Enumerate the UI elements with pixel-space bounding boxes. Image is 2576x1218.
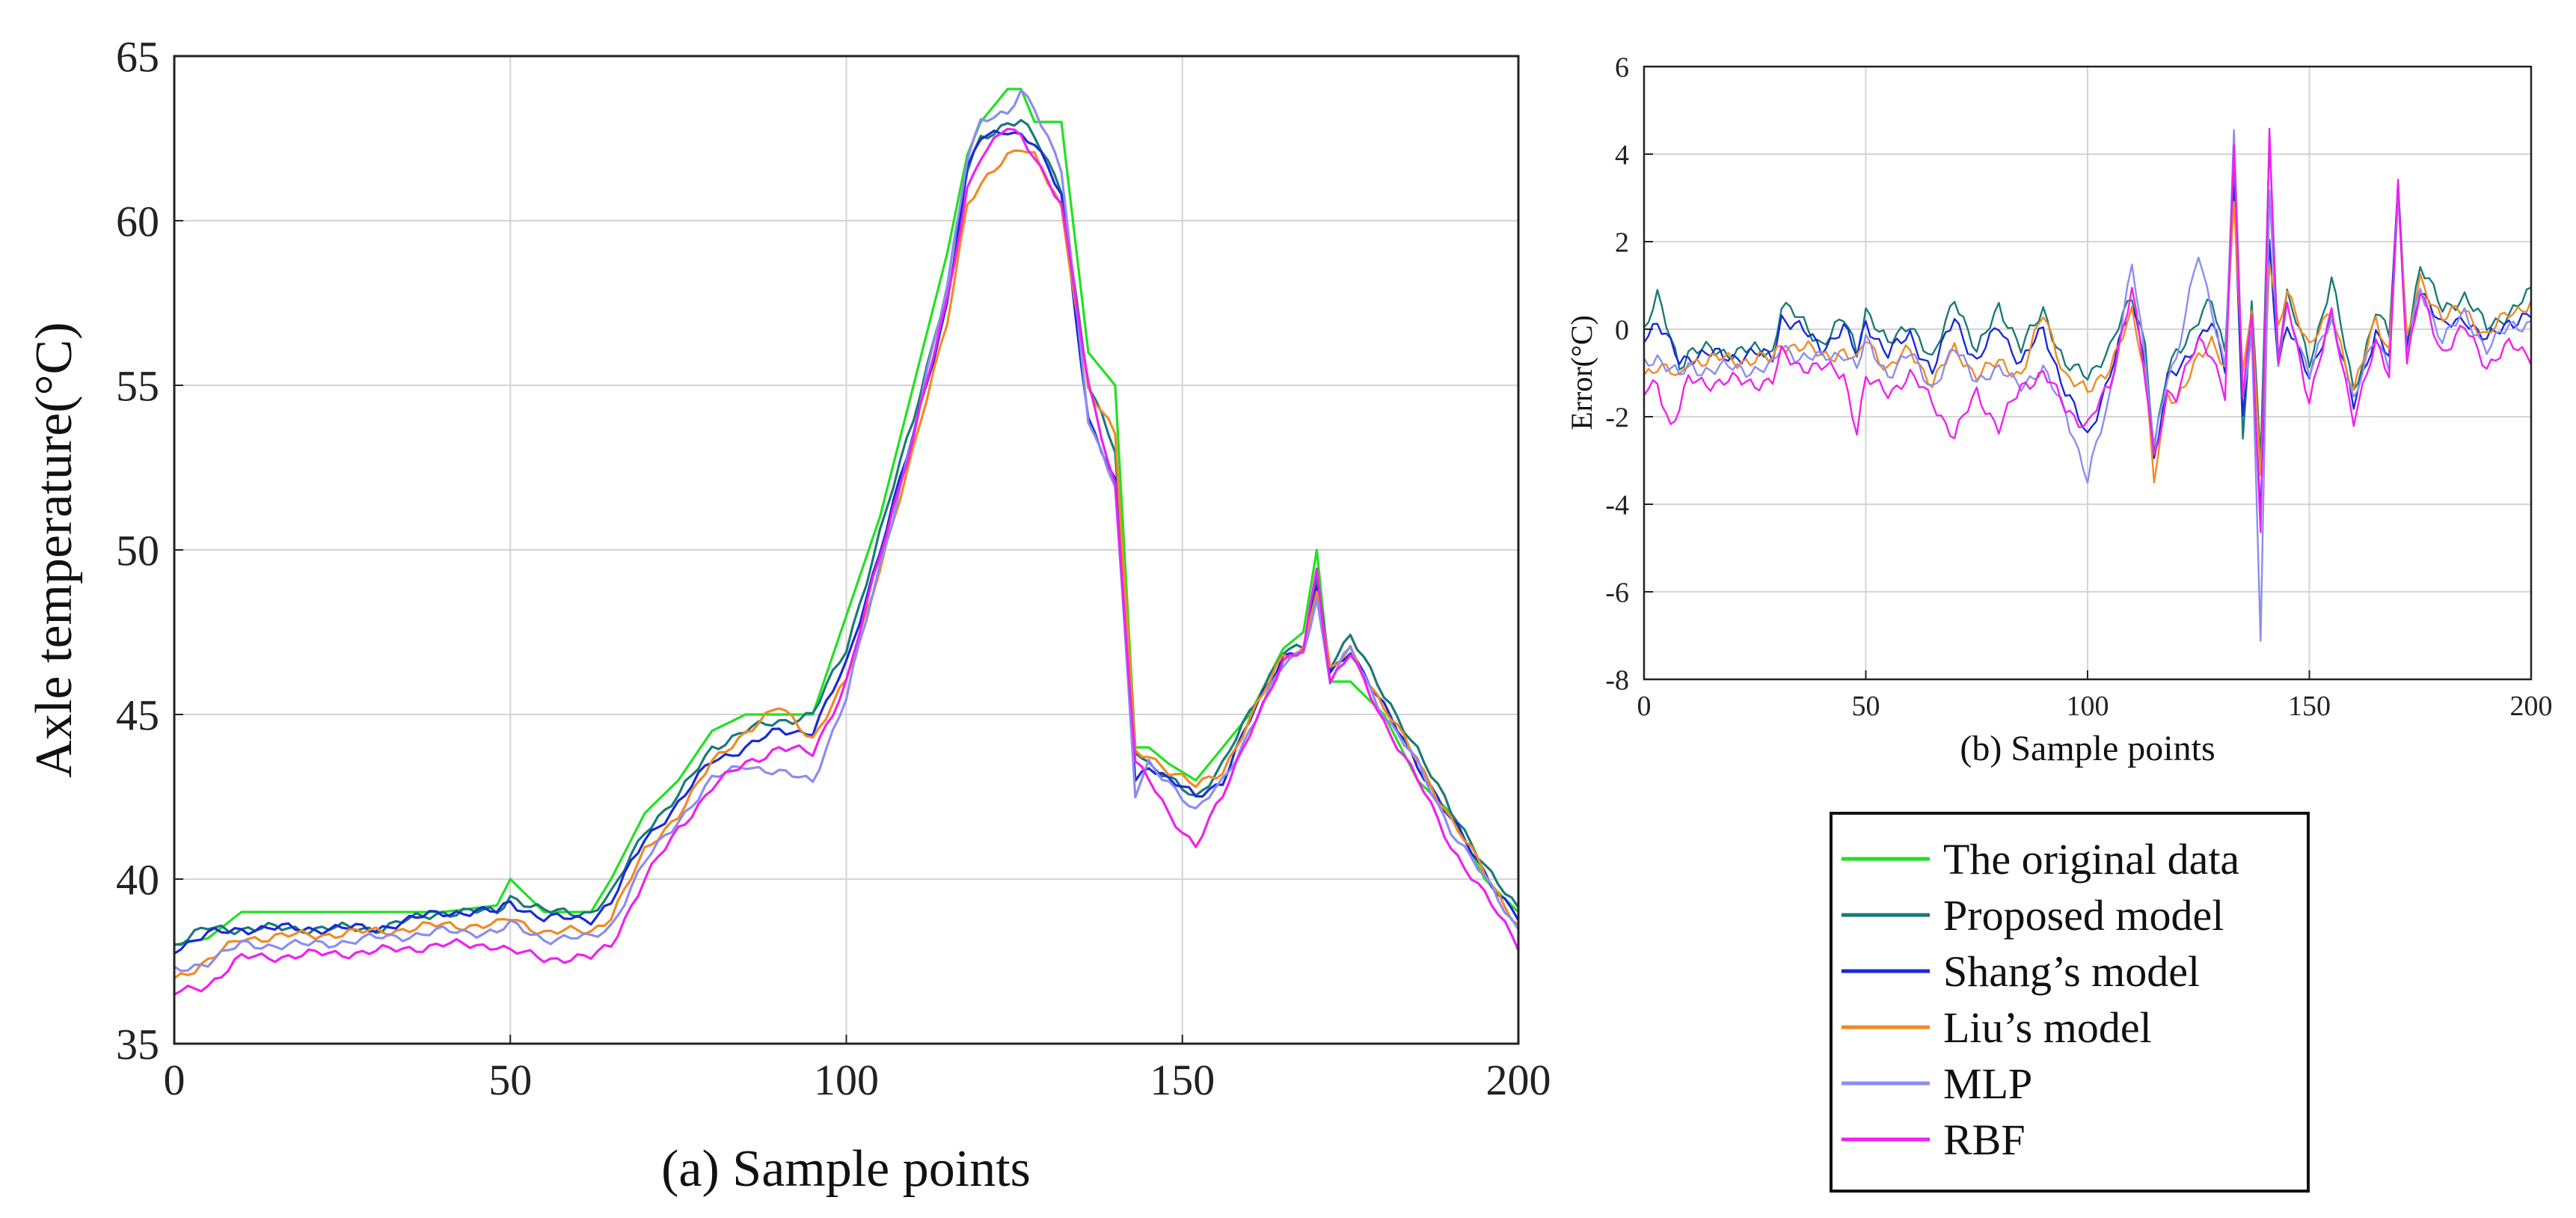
- chart-b-xlabel: (b) Sample points: [1960, 729, 2215, 768]
- legend-label-liu-s-model: Liu’s model: [1943, 1003, 2152, 1052]
- chart-a-xtick-label: 150: [1150, 1056, 1215, 1104]
- chart-a-xtick-label: 100: [814, 1056, 879, 1104]
- chart-b-ytick-label: 2: [1615, 227, 1629, 258]
- chart-b-xtick-label: 50: [1852, 691, 1880, 722]
- chart-b-series-rbf: [1643, 127, 2533, 533]
- chart-b-xtick-label: 100: [2067, 691, 2109, 722]
- legend-label-proposed-model: Proposed model: [1943, 891, 2224, 940]
- chart-a-xlabel: (a) Sample points: [661, 1140, 1031, 1198]
- chart-b-grid: [1644, 67, 2531, 679]
- chart-b-ytick-label: -2: [1605, 402, 1629, 433]
- chart-b-xtick-label: 200: [2510, 691, 2553, 722]
- chart-b-xtick-label: 0: [1637, 691, 1652, 722]
- chart-b-ytick-label: 4: [1615, 139, 1629, 171]
- chart-a-grid: [174, 56, 1518, 1044]
- chart-a-ticks: 0 50 100 150 200 35 40 45 50 55 60 65: [116, 32, 1551, 1104]
- chart-a: 0 50 100 150 200 35 40 45 50 55 60 65 (a) Sample po…: [25, 32, 1551, 1198]
- chart-b-ytick-label: -6: [1605, 577, 1629, 608]
- chart-b-ytick-label: -4: [1605, 489, 1629, 521]
- chart-a-ylabel: Axle temperature(°C): [25, 322, 83, 777]
- legend-label-shang-s-model: Shang’s model: [1943, 947, 2200, 996]
- chart-b-ytick-label: -8: [1605, 664, 1629, 696]
- chart-b-series-liu-s-model: [1643, 199, 2533, 484]
- chart-b-ytick-label: 0: [1615, 314, 1629, 346]
- chart-a-ytick-label: 60: [116, 197, 159, 245]
- chart-a-ytick-label: 40: [116, 855, 159, 904]
- chart-b-series-shang-s-model: [1643, 183, 2532, 516]
- legend-label-mlp: MLP: [1943, 1059, 2032, 1108]
- legend-label-the-original-data: The original data: [1943, 835, 2239, 884]
- chart-b-series-mlp: [1643, 129, 2532, 642]
- chart-a-ytick-label: 45: [116, 691, 159, 739]
- chart-a-ytick-label: 65: [116, 32, 159, 81]
- chart-b-xtick-label: 150: [2288, 691, 2331, 722]
- chart-a-series-the-original-data: [174, 88, 1520, 946]
- legend: The original data Proposed model Shang’s m…: [1830, 812, 2310, 1193]
- chart-b-series-proposed-model: [1643, 138, 2532, 462]
- chart-a-series: [174, 88, 1520, 996]
- chart-b-ytick-label: 6: [1615, 52, 1629, 83]
- chart-a-xtick-label: 0: [164, 1056, 185, 1104]
- legend-label-rbf: RBF: [1943, 1116, 2025, 1164]
- chart-b: 0 50 100 150 200 -8 -6 -4 -2 0 2 4 6 (b) Sample poin…: [1565, 52, 2553, 768]
- chart-a-series-rbf: [174, 127, 1520, 996]
- chart-a-ytick-label: 35: [116, 1020, 159, 1068]
- chart-b-ylabel: Error(°C): [1565, 315, 1598, 430]
- chart-a-ytick-label: 50: [116, 526, 159, 575]
- chart-a-xtick-label: 200: [1486, 1056, 1551, 1104]
- chart-a-ytick-label: 55: [116, 361, 159, 410]
- chart-b-series: [1643, 127, 2533, 642]
- chart-a-series-proposed-model: [174, 119, 1520, 946]
- chart-b-ticks: 0 50 100 150 200 -8 -6 -4 -2 0 2 4 6: [1605, 52, 2552, 722]
- legend-box: [1830, 812, 2310, 1193]
- chart-a-xtick-label: 50: [488, 1056, 532, 1104]
